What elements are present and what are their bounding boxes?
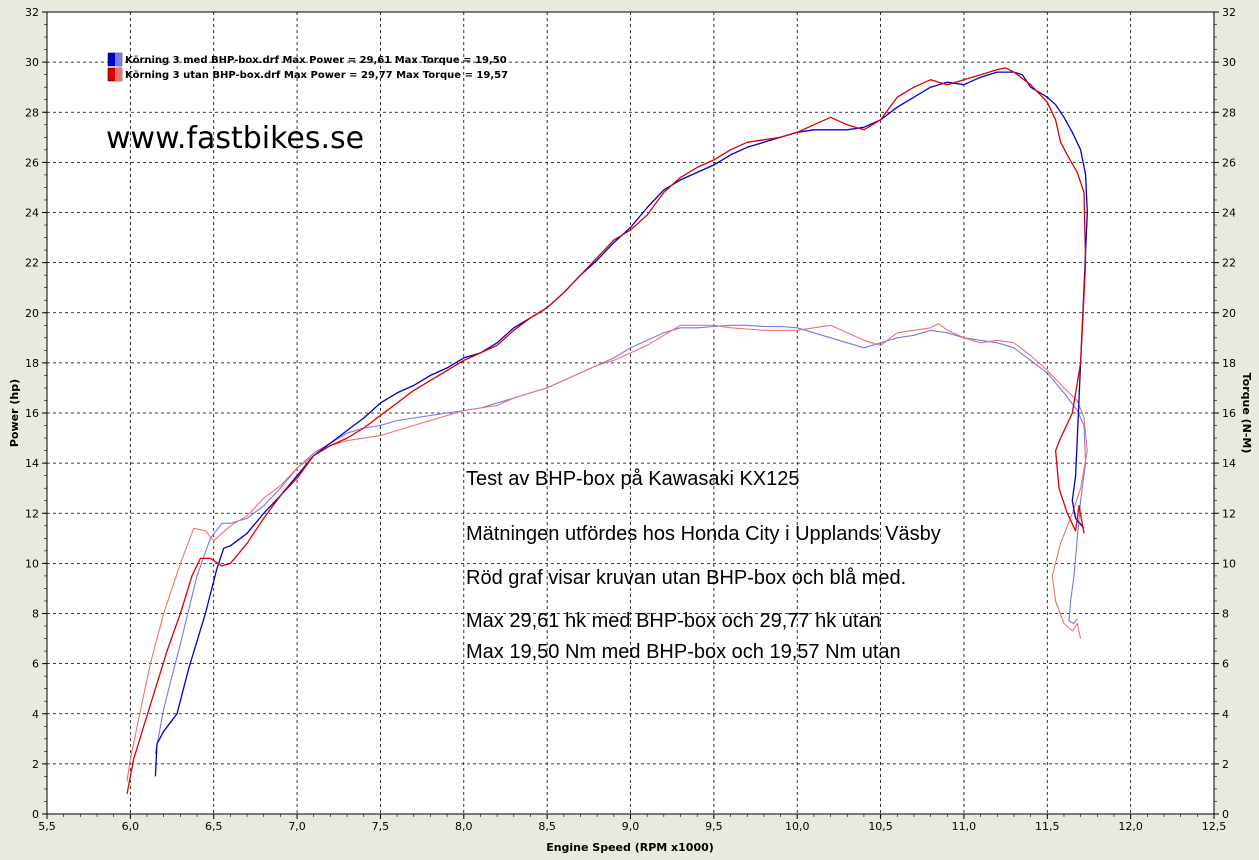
legend-swatch-blue-light (115, 53, 122, 66)
series-layer (126, 67, 1088, 795)
legend-entry-1: Körning 3 med BHP-box.drf Max Power = 29… (125, 55, 507, 66)
x-tick-label: 11,5 (1035, 820, 1060, 833)
x-tick-label: 6,0 (122, 820, 140, 833)
x-tick-label: 12,0 (1118, 820, 1143, 833)
x-tick-label: 11,0 (952, 820, 977, 833)
y2-tick-label: 2 (1222, 758, 1229, 771)
power-curve-line (154, 71, 1088, 777)
y-tick-label: 28 (25, 106, 39, 119)
legend: Körning 3 med BHP-box.drf Max Power = 29… (107, 52, 508, 82)
y2-tick-label: 14 (1222, 457, 1236, 470)
x-tick-label: 8,5 (538, 820, 556, 833)
torque-curve-line (126, 322, 1088, 782)
y-tick-label: 2 (32, 758, 39, 771)
y-axis-title: Power (hp) (8, 379, 21, 447)
y-tick-label: 8 (32, 608, 39, 621)
y2-tick-label: 24 (1222, 207, 1236, 220)
y2-tick-label: 20 (1222, 307, 1236, 320)
y-tick-label: 30 (25, 56, 39, 69)
y2-tick-label: 28 (1222, 106, 1236, 119)
y2-tick-label: 30 (1222, 56, 1236, 69)
legend-entry-2: Körning 3 utan BHP-box.drf Max Power = 2… (125, 70, 508, 81)
note-line-5: Max 19,50 Nm med BHP-box och 19,57 Nm ut… (466, 641, 901, 663)
x-tick-label: 12,5 (1202, 820, 1227, 833)
x-tick-label: 9,0 (622, 820, 640, 833)
x-tick-label: 9,5 (705, 820, 723, 833)
legend-swatch-red-light (115, 68, 122, 81)
y2-tick-label: 6 (1222, 658, 1229, 671)
y2-axis-title: Torque (N-M) (1240, 373, 1253, 454)
y-tick-label: 24 (25, 207, 39, 220)
y2-tick-label: 18 (1222, 357, 1236, 370)
y2-tick-label: 16 (1222, 407, 1236, 420)
x-tick-label: 10,0 (785, 820, 810, 833)
x-tick-label: 5,5 (38, 820, 56, 833)
y2-tick-label: 8 (1222, 608, 1229, 621)
y-tick-label: 4 (32, 708, 39, 721)
note-line-2: Mätningen utfördes hos Honda City i Uppl… (466, 523, 941, 545)
power-curve-line (126, 67, 1087, 795)
y2-tick-label: 0 (1222, 808, 1229, 821)
y2-tick-label: 10 (1222, 557, 1236, 570)
y-tick-label: 22 (25, 257, 39, 270)
note-line-3: Röd graf visar kruvan utan BHP-box och b… (466, 567, 906, 589)
y2-tick-label: 12 (1222, 507, 1236, 520)
y2-tick-label: 32 (1222, 6, 1236, 19)
annotation-block: Test av BHP-box på Kawasaki KX125 Mätnin… (466, 468, 941, 663)
y-tick-label: 10 (25, 557, 39, 570)
y-tick-label: 0 (32, 808, 39, 821)
y-tick-label: 14 (25, 457, 39, 470)
website-label: www.fastbikes.se (106, 121, 364, 156)
note-line-4: Max 29,61 hk med BHP-box och 29,77 hk ut… (466, 610, 881, 632)
x-tick-label: 6,5 (205, 820, 223, 833)
x-axis-title: Engine Speed (RPM x1000) (546, 841, 714, 854)
torque-curve-line (154, 324, 1087, 754)
note-line-1: Test av BHP-box på Kawasaki KX125 (466, 468, 800, 490)
y-tick-label: 6 (32, 658, 39, 671)
y2-tick-label: 22 (1222, 257, 1236, 270)
y2-tick-label: 4 (1222, 708, 1229, 721)
x-tick-label: 8,0 (455, 820, 473, 833)
y-tick-label: 20 (25, 307, 39, 320)
x-tick-label: 7,5 (372, 820, 390, 833)
y2-tick-label: 26 (1222, 156, 1236, 169)
grid-layer (47, 12, 1214, 814)
x-tick-label: 10,5 (868, 820, 893, 833)
y-tick-label: 18 (25, 357, 39, 370)
ticks-layer: 5,5 6,0 6,5 7,0 7,5 8,0 8,5 9,0 9,5 10,0 10,5 11,0 1… (25, 6, 1236, 833)
y-tick-label: 32 (25, 6, 39, 19)
x-tick-label: 7,0 (288, 820, 306, 833)
y-tick-label: 26 (25, 156, 39, 169)
y-tick-label: 12 (25, 507, 39, 520)
y-tick-label: 16 (25, 407, 39, 420)
